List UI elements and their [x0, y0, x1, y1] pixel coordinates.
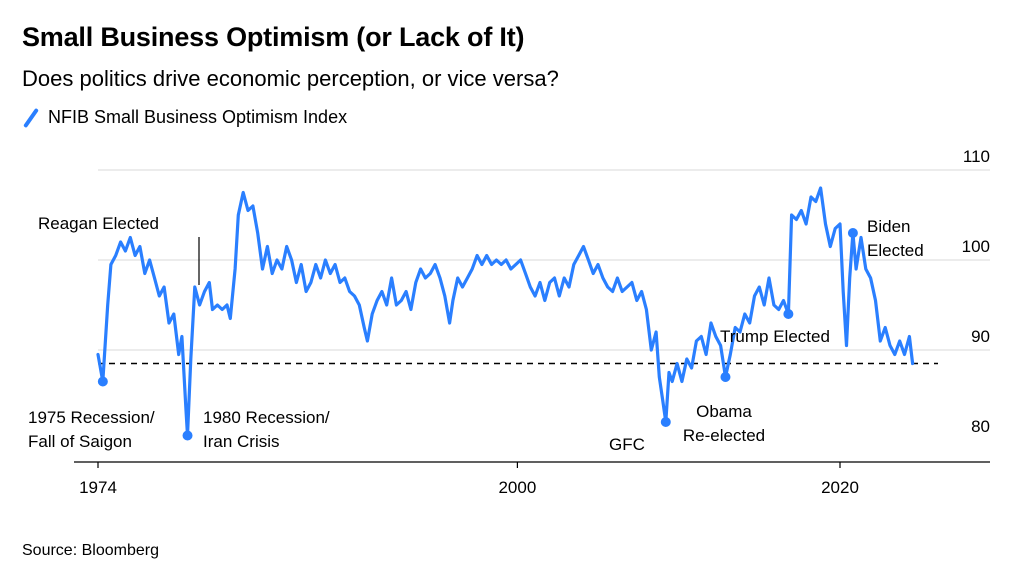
source-note: Source: Bloomberg: [22, 542, 159, 559]
legend-label: NFIB Small Business Optimism Index: [48, 107, 348, 127]
annotation-marker: [182, 430, 193, 441]
annotation-marker: [847, 228, 858, 238]
annotation-label: GFC: [609, 435, 645, 454]
annotation-label: Fall of Saigon: [28, 432, 132, 451]
chart-subtitle: Does politics drive economic perception,…: [22, 66, 559, 91]
annotation-marker: [97, 376, 108, 387]
y-tick-label: 110: [963, 147, 990, 166]
x-tick-label: 2000: [498, 478, 536, 497]
y-tick-label: 100: [962, 237, 990, 256]
annotation-label: 1980 Recession/: [203, 408, 330, 427]
series-line: [96, 186, 915, 438]
annotation-label: Obama: [696, 402, 752, 421]
annotation-label: Trump Elected: [720, 327, 830, 346]
annotation-marker: [660, 417, 671, 427]
annotation-marker: [720, 372, 731, 382]
legend: NFIB Small Business Optimism Index: [24, 107, 347, 128]
annotation-label: Reagan Elected: [38, 214, 159, 233]
annotation-label: Biden: [867, 217, 910, 236]
x-tick-label: 2020: [821, 478, 859, 497]
annotation-label: Iran Crisis: [203, 432, 280, 451]
annotations-group: Reagan Elected 1975 Recession/Fall of Sai…: [28, 214, 924, 454]
series-group: [96, 186, 915, 438]
axes-group: 110 100 90 80 1974 2000 2020: [74, 147, 990, 497]
chart-title: Small Business Optimism (or Lack of It): [22, 22, 525, 52]
annotation-label: 1975 Recession/: [28, 408, 155, 427]
x-tick-label: 1974: [79, 478, 117, 497]
annotation-label: Elected: [867, 241, 924, 260]
annotation-marker: [783, 309, 794, 319]
y-tick-label: 90: [971, 327, 990, 346]
y-tick-label: 80: [971, 417, 990, 436]
annotation-label: Re-elected: [683, 426, 765, 445]
